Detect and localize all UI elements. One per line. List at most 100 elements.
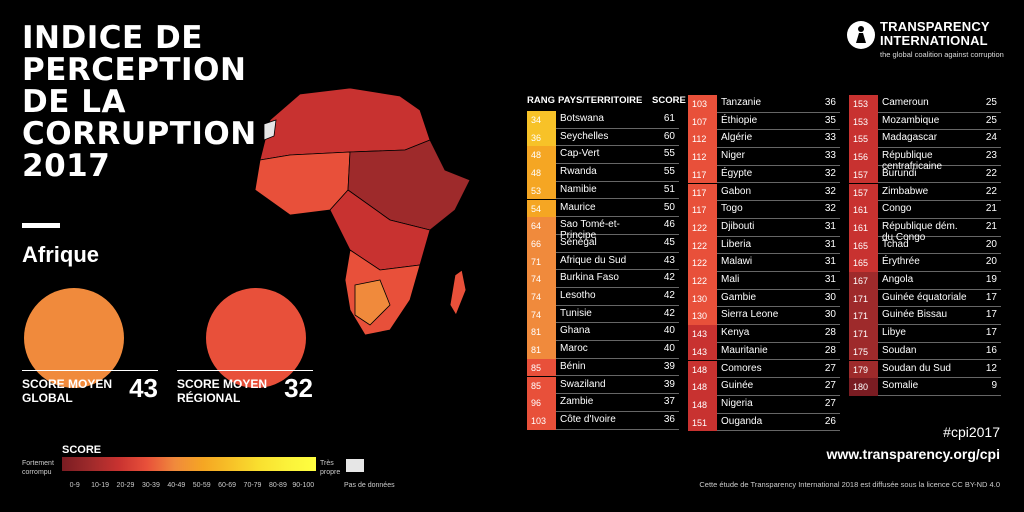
legend-tick-label: 30-39: [141, 482, 160, 489]
country-cell: Guinée équatoriale: [882, 291, 967, 303]
country-cell: Botswana: [560, 113, 604, 124]
rank-cell: 122: [688, 236, 717, 255]
country-cell: Guinée: [721, 380, 754, 392]
rank-cell: 112: [688, 148, 717, 166]
table-row: 54 Maurice 50: [527, 199, 679, 218]
score-cell: 19: [985, 274, 997, 285]
country-cell: Zimbabwe: [882, 185, 929, 197]
table-row: 122 Djibouti 31: [688, 218, 840, 237]
country-cell: Tchad: [882, 238, 909, 250]
legend-left-label: Fortement corrompu: [22, 460, 54, 476]
country-cell: Namibie: [560, 183, 597, 195]
country-cell: Libye: [882, 327, 906, 339]
rank-cell: 148: [688, 395, 717, 414]
rank-cell: 112: [688, 130, 717, 149]
score-cell: 37: [663, 396, 675, 408]
global-score-circle: [24, 288, 124, 388]
rank-cell: 85: [527, 358, 556, 377]
rank-cell: 171: [849, 289, 878, 308]
country-cell: Somalie: [882, 380, 919, 392]
legend-gradient: [62, 457, 316, 471]
score-cell: 25: [985, 114, 997, 126]
score-cell: 33: [824, 150, 836, 162]
license-text: Cette étude de Transparency Internationa…: [699, 480, 1000, 489]
legend-tick-label: 90-100: [292, 482, 315, 489]
country-cell: Burundi: [882, 167, 917, 179]
score-cell: 43: [663, 254, 675, 266]
table-row: 179 Soudan du Sud 12: [849, 360, 1001, 379]
western-sahara-nodata: [263, 119, 277, 141]
score-cell: 40: [663, 343, 675, 355]
rank-cell: 117: [688, 201, 717, 219]
rank-cell: 130: [688, 289, 717, 308]
table-row: 153 Cameroun 25: [849, 95, 1001, 113]
country-cell: Éthiopie: [721, 114, 758, 126]
rank-cell: 103: [527, 411, 556, 430]
rank-cell: 81: [527, 341, 556, 359]
rank-cell: 155: [849, 130, 878, 149]
score-cell: 36: [663, 413, 675, 425]
score-cell: 27: [824, 397, 836, 409]
legend-tick-label: 50-59: [192, 482, 211, 489]
table-row: 85 Bénin 39: [527, 358, 679, 377]
rank-cell: 151: [688, 413, 717, 432]
table-row: 171 Guinée équatoriale 17: [849, 289, 1001, 308]
table-row: 156 République centrafricaine 23: [849, 148, 1001, 172]
rank-cell: 81: [527, 323, 556, 342]
rank-cell: 48: [527, 164, 556, 182]
table-row: 112 Niger 33: [688, 148, 840, 166]
global-score-value: 43: [129, 373, 158, 403]
country-cell: Liberia: [721, 238, 752, 250]
rank-cell: 157: [849, 183, 878, 202]
rank-cell: 143: [688, 342, 717, 361]
score-cell: 32: [824, 185, 836, 197]
country-cell: Soudan: [882, 344, 917, 356]
score-cell: 28: [824, 344, 836, 356]
country-cell: Côte d'Ivoire: [560, 413, 616, 425]
header-country: PAYS/TERRITOIRE: [558, 95, 643, 106]
table-row: 175 Soudan 16: [849, 342, 1001, 361]
rank-cell: 122: [688, 272, 717, 290]
table-row: 161 Congo 21: [849, 201, 1001, 219]
header-score: SCORE: [652, 95, 686, 106]
website-link[interactable]: www.transparency.org/cpi: [826, 446, 1001, 462]
score-cell: 35: [824, 114, 836, 126]
country-cell: Niger: [721, 150, 745, 162]
country-cell: Érythrée: [882, 256, 920, 268]
header-rank: RANG: [527, 95, 555, 106]
table-row: 130 Gambie 30: [688, 289, 840, 308]
table-row: 153 Mozambique 25: [849, 112, 1001, 131]
table-row: 165 Érythrée 20: [849, 254, 1001, 272]
country-cell: Mauritanie: [721, 344, 768, 356]
country-cell: Tunisie: [560, 307, 592, 319]
score-cell: 32: [824, 167, 836, 179]
legend-tick-label: 70-79: [243, 482, 262, 489]
rank-cell: 48: [527, 146, 556, 165]
score-cell: 20: [985, 256, 997, 268]
rank-cell: 122: [688, 254, 717, 272]
table-row: 81 Maroc 40: [527, 341, 679, 359]
title-divider: [22, 223, 60, 228]
score-cell: 36: [824, 97, 836, 108]
rank-cell: 64: [527, 217, 556, 235]
country-cell: Cameroun: [882, 97, 929, 108]
table-row: 161 République dém. du Congo 21: [849, 218, 1001, 243]
country-cell: Ghana: [560, 325, 591, 337]
table-row: 66 Sénégal 45: [527, 234, 679, 253]
region-name: Afrique: [22, 242, 99, 267]
score-cell: 30: [824, 291, 836, 303]
table-row: 71 Afrique du Sud 43: [527, 252, 679, 271]
score-cell: 39: [663, 378, 675, 390]
rank-cell: 143: [688, 325, 717, 343]
score-cell: 16: [985, 344, 997, 356]
table-row: 143 Kenya 28: [688, 325, 840, 343]
country-cell: Madagascar: [882, 132, 938, 144]
legend-right-label: Très propre: [320, 460, 341, 476]
table-row: 107 Éthiopie 35: [688, 112, 840, 131]
table-row: 155 Madagascar 24: [849, 130, 1001, 149]
country-cell: Nigeria: [721, 397, 753, 409]
country-cell: Sierra Leone: [721, 309, 779, 321]
rank-cell: 175: [849, 342, 878, 361]
score-cell: 27: [824, 362, 836, 374]
table-row: 103 Côte d'Ivoire 36: [527, 411, 679, 430]
